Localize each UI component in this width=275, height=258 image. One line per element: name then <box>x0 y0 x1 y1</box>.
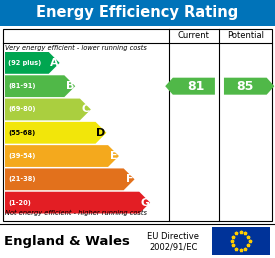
Text: EU Directive: EU Directive <box>147 232 199 241</box>
Bar <box>0 224 275 258</box>
Text: G: G <box>140 198 149 208</box>
Text: 85: 85 <box>236 80 254 93</box>
Text: Energy Efficiency Rating: Energy Efficiency Rating <box>36 5 239 20</box>
Text: 81: 81 <box>187 80 205 93</box>
Text: England & Wales: England & Wales <box>4 235 130 247</box>
Polygon shape <box>5 99 91 120</box>
Text: C: C <box>82 104 90 115</box>
Text: Potential: Potential <box>227 31 264 41</box>
Text: D: D <box>96 128 105 138</box>
Bar <box>3 29 272 221</box>
Text: (39-54): (39-54) <box>8 153 35 159</box>
Text: A: A <box>50 58 59 68</box>
Text: Not energy efficient - higher running costs: Not energy efficient - higher running co… <box>5 210 147 216</box>
Polygon shape <box>5 52 60 74</box>
Text: Current: Current <box>178 31 210 41</box>
Text: Very energy efficient - lower running costs: Very energy efficient - lower running co… <box>5 45 147 51</box>
Text: (21-38): (21-38) <box>8 176 35 182</box>
Bar <box>212 227 270 255</box>
Text: B: B <box>66 81 74 91</box>
Text: (92 plus): (92 plus) <box>8 60 41 66</box>
Text: F: F <box>126 174 134 184</box>
Text: E: E <box>110 151 118 161</box>
Polygon shape <box>5 168 134 190</box>
Text: (69-80): (69-80) <box>8 107 35 112</box>
Polygon shape <box>5 75 75 97</box>
Text: (55-68): (55-68) <box>8 130 35 136</box>
Polygon shape <box>165 78 215 95</box>
Text: (1-20): (1-20) <box>8 200 31 206</box>
Polygon shape <box>224 78 274 95</box>
Polygon shape <box>5 145 119 167</box>
Bar <box>0 0 275 26</box>
Text: (81-91): (81-91) <box>8 83 35 89</box>
Polygon shape <box>5 192 150 214</box>
Text: 2002/91/EC: 2002/91/EC <box>149 243 197 252</box>
Polygon shape <box>5 122 106 144</box>
